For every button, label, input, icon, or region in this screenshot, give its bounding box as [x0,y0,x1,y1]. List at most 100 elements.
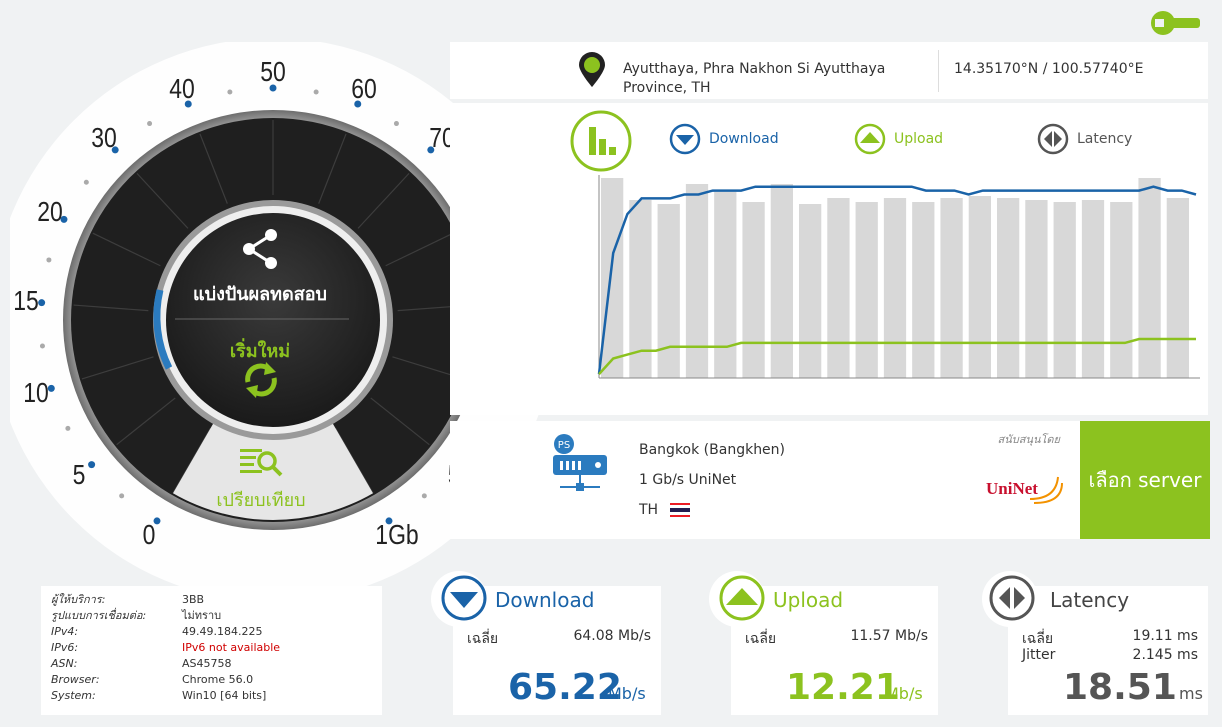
connection-info-panel: ผู้ให้บริการ: 3BB รูปแบบการเชื่อมต่อ: ไม่ทร… [41,586,382,715]
chart-bar [1081,200,1105,378]
upload-avg-value: 11.57 Mb/s [850,628,928,644]
gauge-tick-dot [47,384,55,392]
gauge-segment-line [370,397,430,446]
gauge-segment-line [81,356,154,380]
chart-bar [657,204,680,378]
latency-result-icon [982,571,1038,627]
uninet-logo-text: UniNet [986,479,1038,498]
restart-button[interactable]: เริ่มใหม่ [229,341,291,362]
info-key: System: [51,689,96,702]
gauge-scale-label: 1Gb [375,518,419,550]
latency-icon [1037,123,1069,155]
gauge-tick-dot [427,146,435,154]
gauge-tick-dot [385,517,393,525]
gauge-scale-label: 30 [91,122,118,154]
gauge-segment-line [136,172,189,229]
info-value: ไม่ทราบ [182,609,222,622]
download-title: Download [495,588,595,612]
server-name: Bangkok (Bangkhen) [639,442,786,458]
chart-bar [997,198,1020,378]
uninet-swoosh-icon [1029,476,1063,504]
upload-speed-value: 12.21 [786,667,900,708]
server-panel: PS Bangkok (Bangkhen) 1 Gb/s UniNet TH ส… [450,421,1080,539]
refresh-icon[interactable] [242,360,280,400]
gauge-segment-line [199,133,228,204]
download-series-line [597,185,1197,375]
latency-avg-label: เฉลี่ย [1022,631,1054,647]
gauge-segment-line [116,397,176,446]
chart-bar [1166,198,1189,378]
chart-bar [883,198,907,378]
chart-bar [714,192,737,378]
latency-unit: ms [1179,684,1203,703]
gauge-scale-label: 50 [260,56,286,87]
chart-bar [1138,178,1161,378]
download-result-card: Download เฉลี่ย 64.08 Mb/s 65.22 Mb/s [453,586,661,715]
download-speed-value: 65.22 [508,667,622,708]
gauge-tick-dot [153,517,161,525]
upload-title: Upload [773,588,844,612]
chart-bar [912,202,935,378]
gauge-tick-dot [111,146,119,154]
upload-unit: Mb/s [885,684,923,703]
legend-upload-label: Upload [894,131,944,147]
info-value: 3BB [182,593,205,606]
speed-chart-panel: Download Upload Latency [450,103,1208,415]
location-name: Ayutthaya, Phra Nakhon Si Ayutthaya Prov… [623,61,886,96]
settings-wrench-icon[interactable] [1150,8,1202,38]
gauge-scale-label: 60 [350,73,377,105]
legend-download[interactable]: Download [669,123,779,155]
location-bar: Ayutthaya, Phra Nakhon Si Ayutthaya Prov… [450,42,1208,99]
gauge-tick-dot [88,461,96,469]
gauge-tick-dot [421,493,427,499]
info-key: ผู้ให้บริการ: [51,593,106,606]
info-value: IPv6 not available [182,641,281,654]
info-value: 49.49.184.225 [182,625,263,638]
select-server-button[interactable]: เลือก server [1080,421,1210,539]
compare-button[interactable]: เปรียบเทียบ [216,490,306,511]
download-avg-label: เฉลี่ย [467,631,499,647]
server-country: TH [639,502,659,518]
info-value: Chrome 56.0 [182,673,254,686]
jitter-label: Jitter [1022,647,1056,663]
download-avg-value: 64.08 Mb/s [573,628,651,644]
gauge-segment-line [357,172,410,229]
upload-result-icon [709,571,765,627]
share-icon[interactable] [239,227,283,271]
sponsor-label: สนับสนุนโดย [997,433,1060,446]
chart-bar [855,202,878,378]
chart-bar [1053,202,1076,378]
legend-latency[interactable]: Latency [1037,123,1132,155]
legend-upload[interactable]: Upload [854,123,943,155]
latency-avg-value: 19.11 ms [1132,628,1198,644]
gauge-tick-dot [65,425,71,431]
info-value: Win10 [64 bits] [182,689,267,702]
chart-bar [940,198,963,378]
latency-value: 18.51 [1063,667,1177,708]
chart-bar [742,202,765,378]
chart-bar [601,178,624,378]
gauge-tick-dot [393,121,399,127]
chart-bar [685,184,709,378]
thailand-flag-icon [670,503,690,517]
chart-icon[interactable] [569,109,633,173]
chart-bar [1025,200,1048,378]
speed-gauge [10,42,555,588]
server-badge: PS [558,440,570,451]
server-speed-provider: 1 Gb/s UniNet [639,472,737,488]
gauge-scale-label: 15 [12,285,39,317]
share-results-button[interactable]: แบ่งปันผลทดสอบ [193,284,327,305]
gauge-segment-line [385,232,454,267]
compare-icon[interactable] [238,446,284,478]
info-key: ASN: [51,657,78,670]
chart-bar [799,204,822,378]
upload-avg-label: เฉลี่ย [745,631,777,647]
info-value: AS45758 [182,657,232,670]
chart-bar [1110,202,1133,378]
download-icon [669,123,701,155]
server-icon: PS [553,434,607,491]
gauge-scale-label: 40 [169,73,196,105]
latency-result-card: Latency เฉลี่ย 19.11 ms Jitter 2.145 ms … [1008,586,1208,715]
chart-bar [629,200,652,378]
info-key: รูปแบบการเชื่อมต่อ: [51,609,147,622]
